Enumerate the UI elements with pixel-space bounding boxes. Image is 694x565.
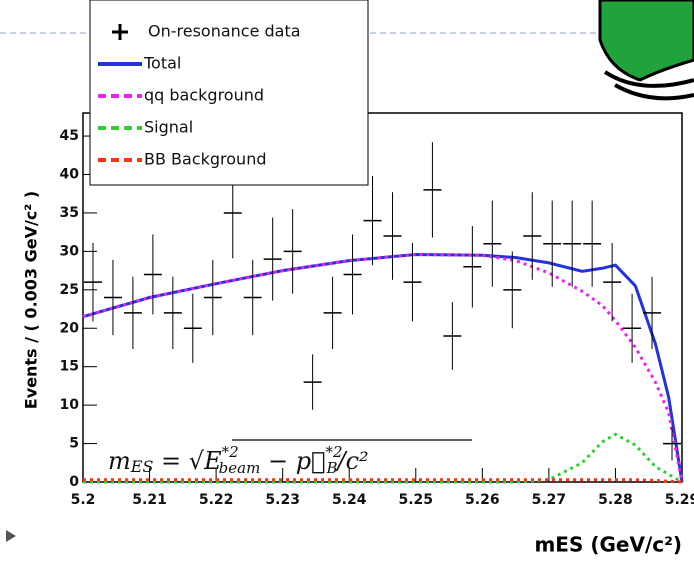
- legend-label: Total: [143, 54, 181, 73]
- legend-symbol: [112, 24, 128, 40]
- plot-frame: [82, 112, 683, 483]
- formula-part: E: [203, 447, 222, 475]
- x-axis-label: mES (GeV/c²): [534, 533, 682, 557]
- bullet: [6, 530, 16, 542]
- y-tick-label: 5: [69, 436, 79, 452]
- x-tick-label: 5.24: [332, 492, 367, 508]
- x-tick-label: 5.26: [465, 492, 500, 508]
- formula-part: ES: [130, 457, 154, 476]
- formula-part: beam: [219, 459, 261, 477]
- x-tick-label: 5.22: [199, 492, 234, 508]
- formula-part: *2: [325, 443, 342, 461]
- y-tick-label: 30: [60, 243, 80, 259]
- legend-label: On-resonance data: [148, 22, 301, 41]
- y-tick-label: 0: [69, 474, 79, 490]
- y-tick-label: 20: [60, 320, 80, 336]
- y-tick-label: 15: [60, 359, 79, 375]
- x-tick-label: 5.27: [532, 492, 567, 508]
- y-tick-label: 40: [60, 167, 80, 183]
- y-tick-label: 35: [60, 205, 79, 221]
- legend-label: qq background: [144, 86, 264, 105]
- legend-label: Signal: [144, 118, 193, 137]
- curve: [83, 478, 683, 484]
- x-tick-label: 5.25: [399, 492, 434, 508]
- x-tick-label: 5.28: [598, 492, 633, 508]
- formula-part: −: [260, 447, 295, 475]
- formula-part: p⃗: [296, 447, 326, 475]
- y-tick-label: 45: [60, 128, 79, 144]
- formula-part: *2: [222, 443, 239, 461]
- formula-part: /c²: [336, 447, 369, 475]
- y-tick-label: 25: [60, 282, 79, 298]
- formula-part: = √: [153, 447, 204, 475]
- legend: On-resonance data Total qq background Signa…: [89, 0, 369, 186]
- formula: mES = √E*2 beam − p⃗*2 B/c²: [108, 443, 369, 477]
- legend-label: BB Background: [144, 150, 267, 169]
- x-tick-label: 5.29: [665, 492, 694, 508]
- mascot: [598, 0, 694, 101]
- x-tick-label: 5.23: [265, 492, 300, 508]
- y-axis-label: Events / ( 0.003 GeV/c² ): [22, 191, 41, 409]
- x-tick-label: 5.21: [132, 492, 167, 508]
- formula-part: m: [108, 447, 131, 475]
- y-tick-label: 10: [60, 397, 80, 413]
- x-tick-label: 5.2: [71, 492, 96, 508]
- formula-part: B: [326, 459, 338, 477]
